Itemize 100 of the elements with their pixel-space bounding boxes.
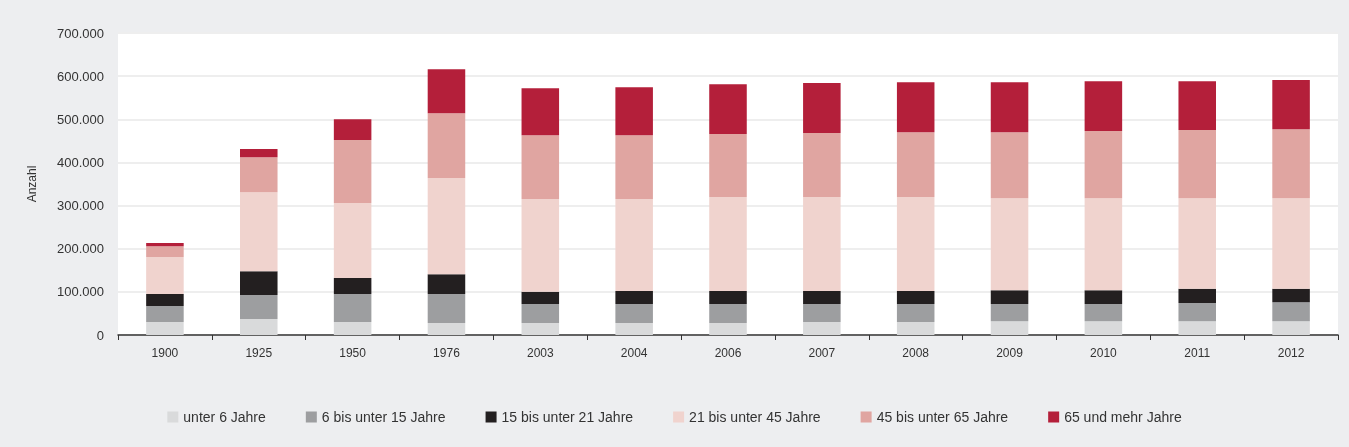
y-axis-title: Anzahl <box>25 165 39 203</box>
bar <box>333 202 372 279</box>
y-tick-label: 0 <box>96 327 104 343</box>
x-tick-label: 1950 <box>339 346 367 360</box>
x-tick-label: 2011 <box>1184 346 1211 360</box>
bar <box>1272 129 1310 199</box>
y-tick-label: 300.000 <box>57 198 104 214</box>
x-tick-label: 2008 <box>902 346 930 360</box>
bar <box>803 83 841 134</box>
bar <box>1178 81 1216 131</box>
bar <box>615 322 653 335</box>
bar <box>615 199 653 291</box>
bar <box>427 113 466 178</box>
x-tick-label: 2010 <box>1090 346 1118 360</box>
bar <box>146 243 184 247</box>
bar <box>896 196 935 291</box>
bar <box>709 322 747 335</box>
bar <box>709 303 747 323</box>
legend-label: 21 bis unter 45 Jahre <box>689 409 821 425</box>
bar <box>427 177 466 275</box>
bar <box>521 199 560 292</box>
bar <box>333 278 372 295</box>
bar <box>240 271 278 295</box>
legend-label: 65 und mehr Jahre <box>1064 409 1182 425</box>
bar <box>521 322 560 335</box>
bar <box>896 132 935 197</box>
bar <box>709 84 747 134</box>
bar <box>333 139 372 203</box>
bar <box>240 192 278 272</box>
bar <box>521 303 560 323</box>
legend-label: 15 bis unter 21 Jahre <box>501 409 634 425</box>
bar <box>1084 130 1123 199</box>
bar <box>615 303 653 323</box>
bar <box>1084 81 1123 131</box>
y-tick-label: 700.000 <box>57 25 104 41</box>
bar <box>521 88 560 136</box>
bar <box>990 82 1029 133</box>
bar <box>427 274 466 295</box>
bar <box>896 322 935 335</box>
bar <box>521 135 560 200</box>
bar <box>1084 321 1123 335</box>
bar <box>803 322 841 335</box>
bar <box>1084 198 1123 291</box>
bar <box>709 290 747 304</box>
bar <box>896 290 935 304</box>
bar <box>1272 288 1310 303</box>
y-tick-label: 500.000 <box>57 111 104 127</box>
bar <box>1272 198 1310 289</box>
y-tick-label: 200.000 <box>57 241 104 257</box>
legend-label: 6 bis unter 15 Jahre <box>321 409 446 425</box>
bar <box>333 294 372 323</box>
x-tick-label: 2009 <box>996 346 1024 360</box>
bar <box>990 290 1029 304</box>
bar <box>333 322 372 335</box>
bar <box>240 319 278 335</box>
bar <box>146 306 184 323</box>
x-tick-label: 2003 <box>526 346 554 360</box>
bar <box>333 119 372 140</box>
bar <box>990 198 1029 291</box>
bar <box>1272 321 1310 335</box>
legend-label: 45 bis unter 65 Jahre <box>876 409 1009 425</box>
bar <box>990 303 1029 322</box>
bar <box>240 157 278 193</box>
bar <box>427 294 466 323</box>
bar <box>1272 80 1310 130</box>
bar <box>1272 302 1310 322</box>
x-tick-label: 2004 <box>620 346 648 360</box>
bar <box>896 82 935 133</box>
x-tick-label: 2007 <box>808 346 836 360</box>
bar <box>1178 321 1216 335</box>
bar <box>709 133 747 197</box>
bar <box>146 256 184 295</box>
bar <box>427 69 466 114</box>
bar <box>615 87 653 136</box>
y-tick-label: 400.000 <box>57 154 104 170</box>
bar <box>803 290 841 304</box>
bar <box>990 321 1029 335</box>
bar <box>146 294 184 307</box>
bar <box>1178 130 1216 199</box>
bar <box>1084 303 1123 322</box>
bar <box>240 149 278 158</box>
bar <box>803 133 841 197</box>
bar <box>146 322 184 335</box>
bar <box>803 303 841 323</box>
x-tick-label: 1925 <box>245 346 273 360</box>
y-tick-label: 600.000 <box>57 68 104 84</box>
bar <box>803 196 841 291</box>
bar <box>427 322 466 335</box>
x-tick-label: 2006 <box>714 346 742 360</box>
bar <box>521 291 560 304</box>
bar <box>1178 303 1216 322</box>
bar <box>146 246 184 257</box>
x-tick-label: 2012 <box>1277 346 1305 360</box>
x-tick-label: 1976 <box>433 346 461 360</box>
bar <box>615 135 653 200</box>
bar <box>709 196 747 291</box>
bar <box>990 132 1029 199</box>
bar <box>1084 290 1123 304</box>
legend-label: unter 6 Jahre <box>183 409 267 425</box>
x-tick-label: 1900 <box>151 346 179 360</box>
